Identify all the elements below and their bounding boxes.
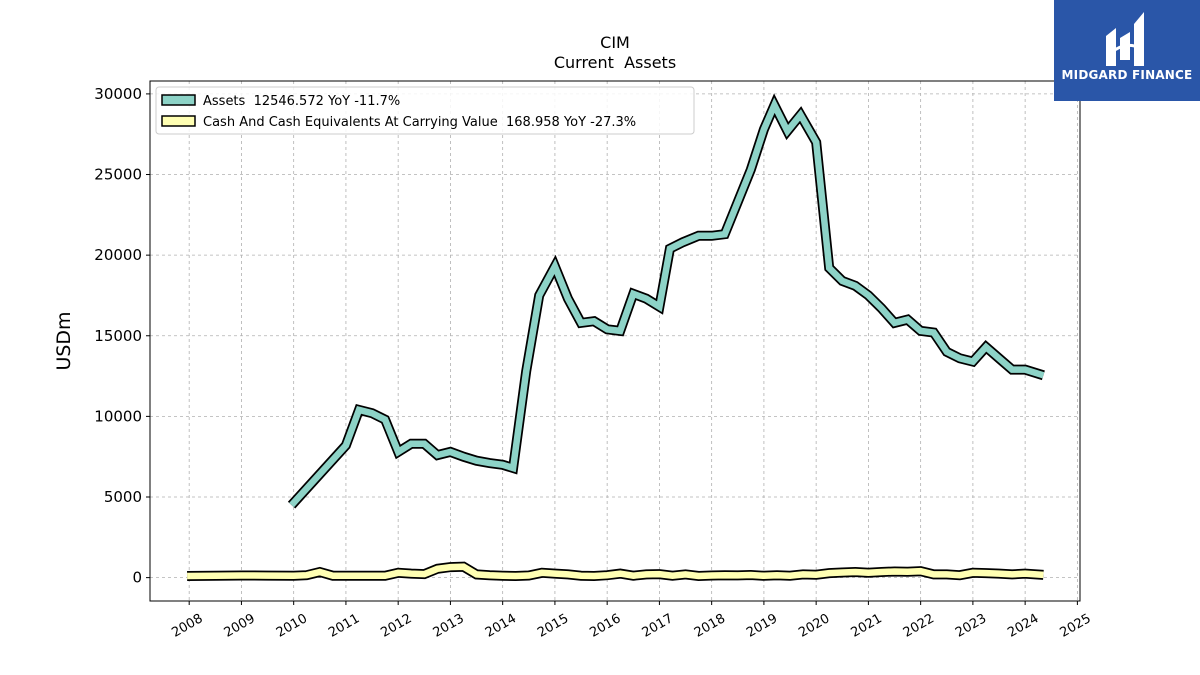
x-tick-label: 2012: [378, 611, 414, 641]
series-group: [187, 93, 1045, 582]
logo-mark-icon: [1106, 12, 1144, 66]
x-tick-label: 2021: [849, 611, 885, 641]
y-axis-label: USDm: [53, 311, 75, 370]
x-tick-label: 2010: [274, 611, 310, 641]
series-line: [289, 97, 1045, 508]
x-tick-label: 2008: [169, 611, 205, 641]
legend: Assets 12546.572 YoY -11.7% Cash And Cash…: [155, 86, 695, 135]
plot-frame: [149, 80, 1081, 602]
y-tick-label: 30000: [94, 85, 142, 103]
series-line: [187, 563, 1044, 580]
y-tick-label: 0: [132, 569, 142, 587]
x-tick-label: 2013: [431, 611, 467, 641]
x-axis: 2008 2009 2010 2011 2012 2013 2014 2015 2016 2017…: [169, 601, 1094, 641]
legend-label: Assets 12546.572 YoY -11.7%: [203, 94, 400, 109]
x-tick-label: 2022: [901, 611, 937, 641]
x-tick-label: 2019: [744, 611, 780, 641]
x-tick-label: 2025: [1058, 611, 1094, 641]
x-tick-label: 2023: [953, 611, 989, 641]
legend-label: Cash And Cash Equivalents At Carrying Va…: [203, 115, 636, 130]
y-tick-label: 20000: [94, 246, 142, 264]
y-tick-label: 25000: [94, 166, 142, 184]
x-tick-label: 2024: [1005, 611, 1041, 641]
x-tick-label: 2014: [483, 611, 519, 641]
y-axis: 0 5000 10000 15000 20000 25000 30000: [94, 85, 150, 587]
legend-box: [155, 86, 695, 135]
x-tick-label: 2020: [796, 611, 832, 641]
legend-swatch: [161, 115, 196, 127]
x-tick-label: 2011: [326, 611, 362, 641]
y-tick-label: 15000: [94, 327, 142, 345]
legend-swatch: [161, 94, 196, 106]
x-tick-label: 2018: [692, 611, 728, 641]
chart-title: CIM: [600, 33, 630, 52]
brand-logo: MIDGARD FINANCE: [1054, 0, 1200, 101]
y-tick-label: 5000: [104, 488, 142, 506]
x-tick-label: 2016: [587, 611, 623, 641]
x-tick-label: 2017: [640, 611, 676, 641]
x-tick-label: 2015: [535, 611, 571, 641]
x-tick-label: 2009: [222, 611, 258, 641]
chart-subtitle: Current Assets: [554, 53, 676, 72]
y-tick-label: 10000: [94, 407, 142, 425]
brand-name: MIDGARD FINANCE: [1061, 68, 1193, 82]
